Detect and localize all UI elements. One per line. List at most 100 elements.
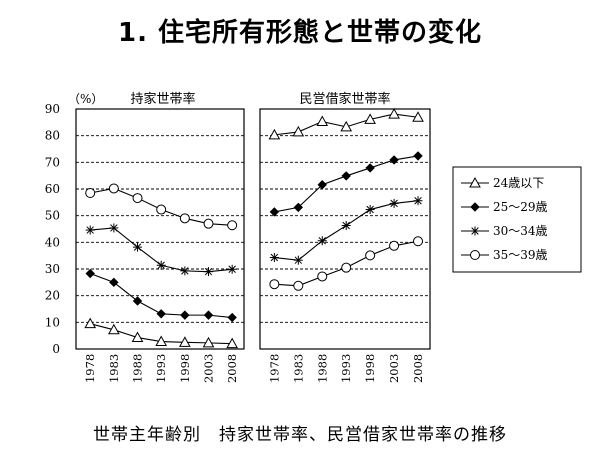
- circle-marker: [317, 271, 328, 282]
- diamond-marker: [269, 207, 280, 217]
- diamond-marker: [470, 202, 480, 212]
- asterisk-stroke: [318, 237, 326, 245]
- y-tick-label: 20: [45, 289, 60, 303]
- asterisk-marker: [156, 260, 166, 270]
- x-tick-label: 1998: [363, 354, 377, 383]
- triangle-marker: [388, 108, 400, 119]
- y-tick-label: 10: [45, 315, 60, 329]
- x-tick-label: 1978: [83, 354, 97, 383]
- asterisk-stroke: [390, 199, 398, 208]
- asterisk-stroke: [414, 197, 422, 205]
- asterisk-marker: [269, 253, 279, 263]
- asterisk-marker: [293, 255, 303, 265]
- circle-marker: [365, 250, 376, 261]
- asterisk-stroke: [86, 226, 94, 234]
- page-title: 1. 住宅所有形態と世帯の変化: [117, 18, 483, 48]
- triangle-marker: [364, 113, 376, 124]
- diamond-marker: [85, 268, 95, 279]
- circle-marker: [413, 236, 424, 247]
- diamond-marker: [203, 310, 214, 320]
- asterisk-stroke: [270, 253, 279, 262]
- asterisk-stroke: [228, 265, 236, 273]
- asterisk-marker: [365, 205, 375, 215]
- triangle-marker: [412, 111, 424, 122]
- triangle-marker: [131, 331, 144, 343]
- triangle-marker: [268, 128, 281, 140]
- asterisk-stroke: [471, 227, 479, 235]
- asterisk-stroke: [157, 261, 165, 269]
- legend-item: 35～39歳: [461, 248, 548, 262]
- y-tick-label: 60: [45, 182, 60, 196]
- asterisk-stroke: [342, 221, 350, 230]
- x-tick-label: 1993: [154, 354, 168, 383]
- triangle-marker: [108, 323, 120, 335]
- x-tick-label: 1993: [339, 354, 353, 383]
- circle-marker: [227, 220, 238, 231]
- diamond-marker: [365, 163, 375, 173]
- diamond-marker: [180, 310, 190, 320]
- diamond-marker: [156, 309, 166, 319]
- diamond-marker: [293, 202, 304, 213]
- asterisk-stroke: [204, 267, 213, 276]
- y-tick-label: 70: [45, 155, 60, 169]
- x-tick-label: 2008: [411, 354, 425, 383]
- triangle-marker: [292, 125, 305, 137]
- panel-title-rental: 民営借家世帯率: [299, 91, 390, 107]
- y-tick-label: 90: [45, 102, 60, 116]
- series-diamond-filled: [85, 268, 237, 323]
- diamond-marker: [109, 277, 119, 288]
- x-tick-label: 2003: [387, 354, 401, 383]
- chart-caption: 世帯主年齢別 持家世帯率、民営借家世帯率の推移: [93, 425, 507, 445]
- series-asterisk: [269, 196, 423, 265]
- asterisk-marker: [470, 226, 480, 236]
- x-tick-label: 1978: [267, 354, 281, 383]
- circle-marker: [203, 218, 214, 229]
- circle-marker: [341, 262, 352, 273]
- diamond-marker: [413, 151, 423, 161]
- triangle-marker: [340, 120, 353, 132]
- plot-frame: [259, 108, 431, 350]
- circle-marker: [108, 183, 119, 194]
- asterisk-marker: [109, 223, 119, 233]
- legend-item: 24歳以下: [461, 176, 544, 190]
- diamond-marker: [317, 180, 327, 190]
- series-diamond-filled: [269, 151, 423, 217]
- y-tick-label: 0: [52, 342, 60, 356]
- triangle-marker: [469, 176, 481, 188]
- asterisk-marker: [180, 266, 190, 276]
- x-tick-label: 1998: [178, 354, 192, 383]
- diamond-marker: [389, 155, 399, 165]
- y-tick-label: 50: [45, 209, 60, 223]
- legend-label: 30～34歳: [493, 224, 548, 238]
- x-tick-label: 1988: [315, 354, 329, 383]
- series-circle-open: [269, 236, 424, 291]
- legend-label: 35～39歳: [493, 248, 548, 262]
- triangle-marker: [202, 336, 215, 348]
- triangle-marker: [155, 335, 168, 347]
- asterisk-stroke: [110, 224, 118, 232]
- y-tick-label: 40: [45, 235, 60, 249]
- asterisk-marker: [317, 236, 327, 246]
- series-asterisk: [85, 223, 237, 277]
- asterisk-marker: [133, 242, 143, 252]
- circle-marker: [269, 279, 280, 290]
- circle-marker: [389, 240, 400, 251]
- asterisk-stroke: [181, 267, 189, 275]
- y-tick-label: 30: [45, 262, 60, 276]
- circle-marker: [156, 204, 167, 215]
- asterisk-stroke: [294, 256, 303, 264]
- triangle-marker: [178, 336, 191, 347]
- chart-panel-rental: 1978 1983 1988 1993 1998 2003 2008: [259, 108, 431, 383]
- diamond-marker: [227, 312, 237, 323]
- triangle-marker: [84, 317, 97, 329]
- asterisk-stroke: [366, 205, 374, 214]
- legend-label: 25～29歳: [493, 200, 548, 214]
- circle-marker: [293, 280, 304, 291]
- x-tick-label: 1988: [131, 354, 145, 383]
- chart-panel-owner: 1978 1983 1988 1993 1998 2003 2008: [75, 108, 245, 383]
- circle-marker: [85, 188, 96, 198]
- triangle-marker: [226, 337, 239, 349]
- series-triangle-open: [84, 317, 239, 349]
- asterisk-marker: [227, 264, 237, 274]
